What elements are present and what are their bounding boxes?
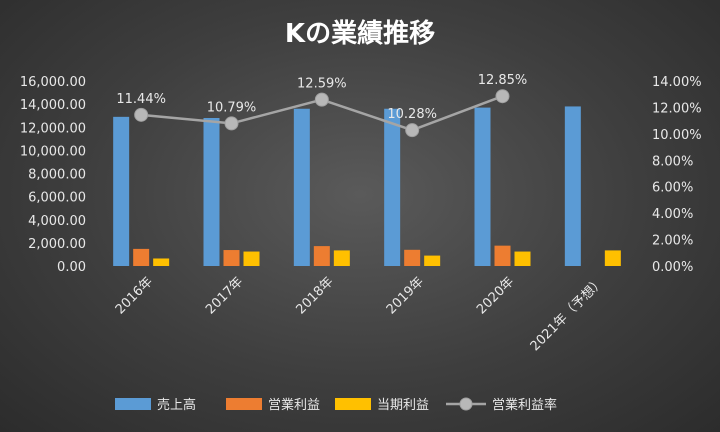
- bar: [313, 246, 330, 266]
- line-series: 11.44% 10.79% 12.59% 10.28% 12.85%: [116, 73, 528, 138]
- bar: [133, 248, 150, 266]
- bar: [514, 251, 531, 266]
- data-label: 10.79%: [207, 100, 257, 115]
- x-tick-label: 2020年: [474, 274, 517, 317]
- legend: 売上高 営業利益 当期利益 営業利益率: [115, 397, 557, 413]
- y-left-tick-label: 16,000.00: [20, 75, 86, 90]
- bar: [494, 245, 511, 266]
- y-right-tick-label: 6.00%: [652, 181, 693, 196]
- x-tick-label: 2017年: [203, 274, 246, 317]
- line-point: [314, 92, 329, 107]
- y-left-tick-label: 4,000.00: [28, 214, 86, 229]
- line-point: [224, 116, 239, 131]
- y-right-tick-label: 8.00%: [652, 154, 693, 169]
- y-left-tick-label: 2,000.00: [28, 237, 86, 252]
- data-label: 10.28%: [387, 107, 437, 122]
- y-left-tick-label: 8,000.00: [28, 168, 86, 183]
- data-label: 12.59%: [297, 77, 347, 92]
- bar: [474, 107, 491, 266]
- bar: [293, 108, 310, 266]
- x-tick-label: 2018年: [293, 274, 336, 317]
- data-label: 11.44%: [116, 92, 166, 107]
- legend-label: 営業利益: [268, 397, 320, 413]
- chart-title: Kの業績推移: [285, 19, 435, 49]
- y-left-tick-label: 12,000.00: [20, 121, 86, 136]
- legend-marker: [459, 397, 473, 411]
- y-left-tick-label: 10,000.00: [20, 144, 86, 159]
- line-point: [495, 89, 510, 104]
- legend-swatch: [335, 398, 371, 410]
- legend-label: 当期利益: [377, 398, 429, 413]
- y-right-tick-label: 0.00%: [652, 260, 693, 275]
- y-left-tick-label: 6,000.00: [28, 191, 86, 206]
- y-axis-right: 0.00% 2.00% 4.00% 6.00% 8.00% 10.00% 12.00% 14.…: [652, 75, 702, 275]
- y-right-tick-label: 2.00%: [652, 234, 693, 249]
- bar: [384, 108, 401, 266]
- y-right-tick-label: 12.00%: [652, 101, 702, 116]
- bar: [564, 106, 581, 266]
- x-axis: 2016年 2017年 2018年 2019年 2020年 2021年（予想）: [113, 274, 608, 355]
- legend-swatch: [115, 398, 151, 410]
- bar: [404, 249, 421, 266]
- legend-label: 営業利益率: [492, 397, 557, 413]
- bar: [333, 250, 350, 266]
- x-tick-label: 2016年: [113, 274, 156, 317]
- data-label: 12.85%: [478, 73, 528, 88]
- legend-swatch: [226, 398, 262, 410]
- y-left-tick-label: 0.00: [57, 260, 86, 275]
- bar: [604, 250, 621, 266]
- bar: [223, 250, 240, 266]
- line-point: [134, 107, 149, 122]
- y-right-tick-label: 4.00%: [652, 207, 693, 222]
- x-tick-label: 2019年: [384, 274, 427, 317]
- legend-label: 売上高: [157, 397, 196, 413]
- bar: [424, 255, 441, 266]
- y-right-tick-label: 14.00%: [652, 75, 702, 90]
- y-right-tick-label: 10.00%: [652, 128, 702, 143]
- line-point: [405, 123, 420, 138]
- y-left-tick-label: 14,000.00: [20, 98, 86, 113]
- y-axis-left: 0.00 2,000.00 4,000.00 6,000.00 8,000.00 10,0…: [20, 75, 86, 275]
- bar-group: [113, 106, 621, 266]
- bar: [203, 118, 220, 266]
- bar: [113, 116, 130, 266]
- bar: [243, 251, 260, 266]
- bar: [153, 258, 170, 266]
- x-tick-label: 2021年（予想）: [527, 274, 608, 355]
